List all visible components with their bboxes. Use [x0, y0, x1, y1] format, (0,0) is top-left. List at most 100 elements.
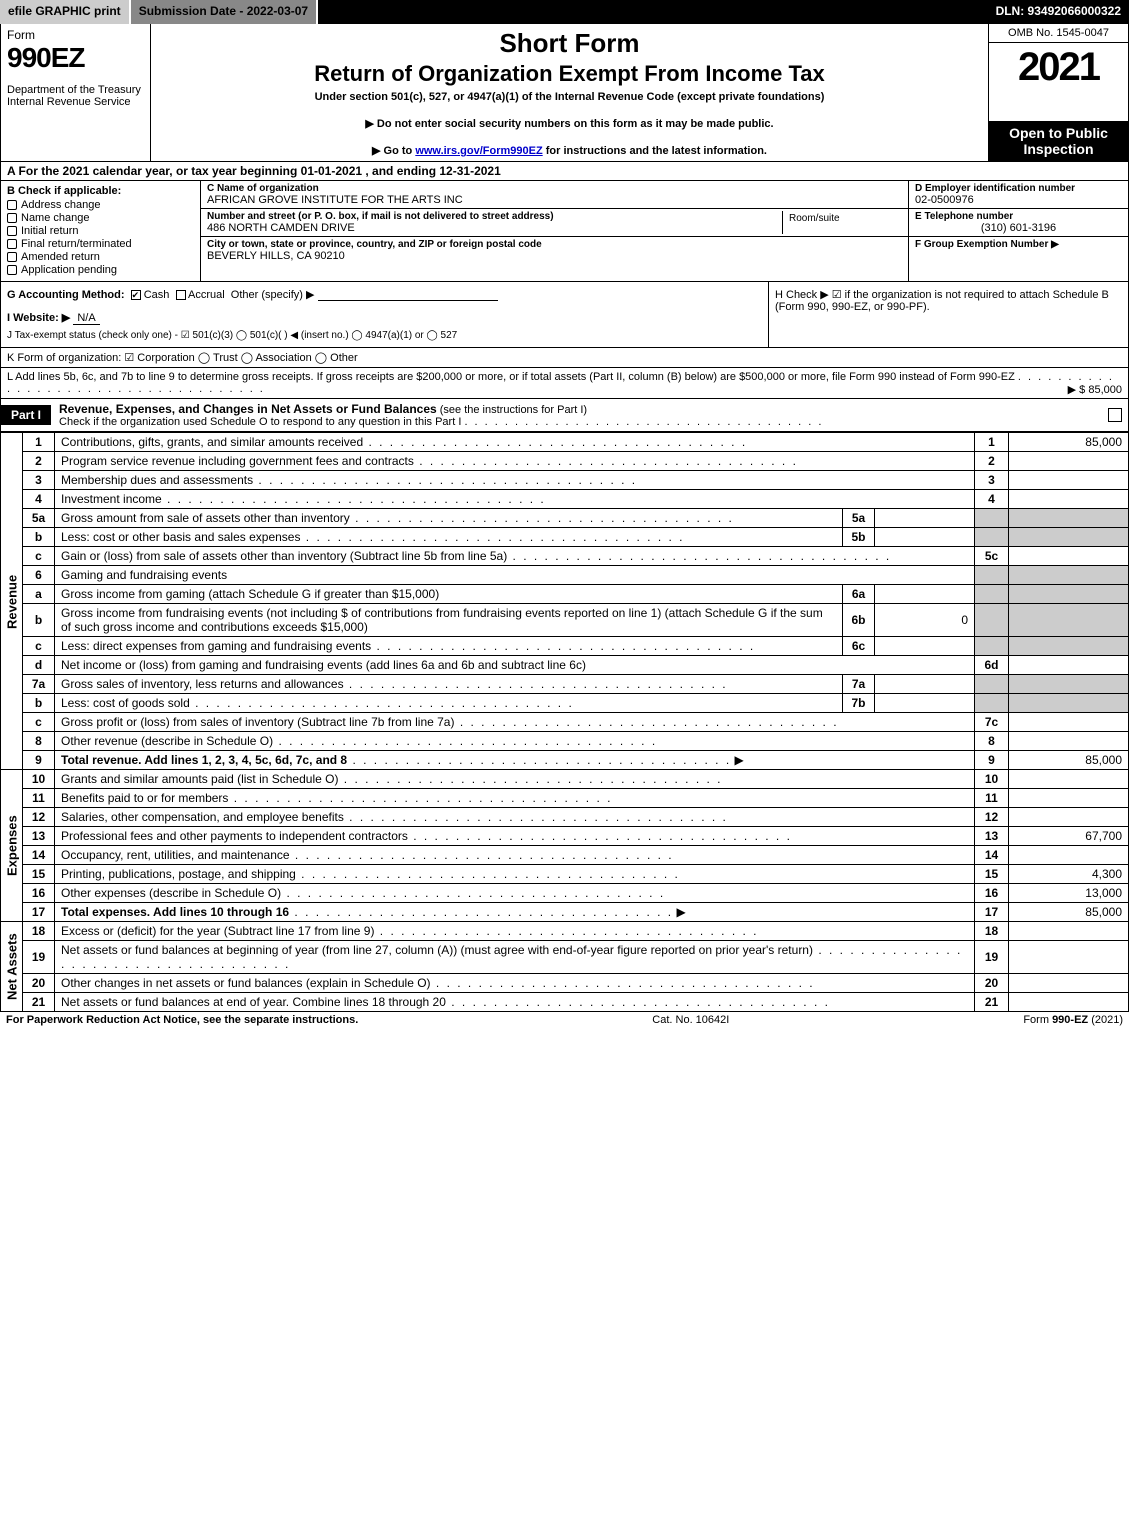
city-value: BEVERLY HILLS, CA 90210 — [207, 250, 902, 262]
line-right-num: 3 — [975, 471, 1009, 490]
line-num: 15 — [23, 865, 55, 884]
line-desc: Gross sales of inventory, less returns a… — [55, 675, 843, 694]
sub-amount — [875, 694, 975, 713]
org-name-cell: C Name of organization AFRICAN GROVE INS… — [201, 181, 908, 209]
line-desc: Gain or (loss) from sale of assets other… — [55, 547, 975, 566]
chk-cash[interactable] — [131, 290, 141, 300]
sub-num: 6a — [843, 585, 875, 604]
row-l: L Add lines 5b, 6c, and 7b to line 9 to … — [0, 368, 1129, 399]
section-def: D Employer identification number 02-0500… — [908, 181, 1128, 281]
line-amount: 85,000 — [1009, 751, 1129, 770]
irs-link[interactable]: www.irs.gov/Form990EZ — [415, 145, 542, 157]
line-amount — [1009, 452, 1129, 471]
line-num: 12 — [23, 808, 55, 827]
note-goto-pre: ▶ Go to — [372, 145, 415, 157]
line-right-num: 10 — [975, 770, 1009, 789]
line-num: 14 — [23, 846, 55, 865]
section-b-header: B Check if applicable: — [7, 185, 194, 197]
dots-icon — [464, 416, 823, 428]
line-num: b — [23, 604, 55, 637]
line-right-num: 5c — [975, 547, 1009, 566]
line-amount: 67,700 — [1009, 827, 1129, 846]
line-right-num: 20 — [975, 974, 1009, 993]
line-desc: Grants and similar amounts paid (list in… — [55, 770, 975, 789]
shaded-cell — [975, 566, 1009, 585]
chk-initial-return[interactable]: Initial return — [7, 225, 194, 237]
line-desc: Less: direct expenses from gaming and fu… — [55, 637, 843, 656]
line-num: 9 — [23, 751, 55, 770]
dln-label: DLN: 93492066000322 — [988, 0, 1129, 24]
part-1-header: Part I Revenue, Expenses, and Changes in… — [0, 399, 1129, 432]
line-desc: Professional fees and other payments to … — [55, 827, 975, 846]
line-num: 19 — [23, 941, 55, 974]
expenses-section-label: Expenses — [1, 770, 23, 922]
line-num: 21 — [23, 993, 55, 1012]
row-h: H Check ▶ ☑ if the organization is not r… — [768, 282, 1128, 347]
line-desc: Contributions, gifts, grants, and simila… — [55, 433, 975, 452]
part-1-check-line: Check if the organization used Schedule … — [59, 416, 461, 428]
line-amount — [1009, 941, 1129, 974]
other-label: Other (specify) ▶ — [231, 289, 315, 301]
top-bar: efile GRAPHIC print Submission Date - 20… — [0, 0, 1129, 24]
line-amount — [1009, 732, 1129, 751]
department-label: Department of the Treasury Internal Reve… — [7, 84, 144, 108]
page-footer: For Paperwork Reduction Act Notice, see … — [0, 1012, 1129, 1028]
form-header: Form 990EZ Department of the Treasury In… — [0, 24, 1129, 162]
chk-label: Address change — [21, 199, 101, 211]
line-desc: Gross income from gaming (attach Schedul… — [55, 585, 843, 604]
shaded-cell — [1009, 694, 1129, 713]
part-1-tag: Part I — [1, 405, 51, 425]
row-g: G Accounting Method: Cash Accrual Other … — [1, 282, 768, 347]
section-b: B Check if applicable: Address change Na… — [1, 181, 201, 281]
ein-cell: D Employer identification number 02-0500… — [909, 181, 1128, 209]
chk-amended-return[interactable]: Amended return — [7, 251, 194, 263]
line-amount — [1009, 846, 1129, 865]
street-value: 486 NORTH CAMDEN DRIVE — [207, 222, 782, 234]
line-amount — [1009, 713, 1129, 732]
line-right-num: 4 — [975, 490, 1009, 509]
line-right-num: 2 — [975, 452, 1009, 471]
line-desc: Benefits paid to or for members — [55, 789, 975, 808]
line-num: c — [23, 637, 55, 656]
line-num: 13 — [23, 827, 55, 846]
line-right-num: 21 — [975, 993, 1009, 1012]
topbar-spacer — [318, 0, 987, 24]
line-num: 11 — [23, 789, 55, 808]
row-l-text: L Add lines 5b, 6c, and 7b to line 9 to … — [7, 371, 1015, 383]
shaded-cell — [1009, 675, 1129, 694]
shaded-cell — [975, 528, 1009, 547]
line-num: 5a — [23, 509, 55, 528]
sub-num: 7a — [843, 675, 875, 694]
line-desc: Program service revenue including govern… — [55, 452, 975, 471]
line-amount: 4,300 — [1009, 865, 1129, 884]
note-goto-post: for instructions and the latest informat… — [543, 145, 767, 157]
phone-cell: E Telephone number (310) 601-3196 — [909, 209, 1128, 237]
checkbox-icon — [7, 239, 17, 249]
chk-name-change[interactable]: Name change — [7, 212, 194, 224]
checkbox-icon — [7, 265, 17, 275]
part-1-checkbox[interactable] — [1108, 408, 1122, 422]
line-desc: Printing, publications, postage, and shi… — [55, 865, 975, 884]
line-desc: Occupancy, rent, utilities, and maintena… — [55, 846, 975, 865]
chk-application-pending[interactable]: Application pending — [7, 264, 194, 276]
return-title: Return of Organization Exempt From Incom… — [159, 61, 980, 87]
under-section-text: Under section 501(c), 527, or 4947(a)(1)… — [159, 91, 980, 103]
line-right-num: 16 — [975, 884, 1009, 903]
chk-final-return[interactable]: Final return/terminated — [7, 238, 194, 250]
accrual-label: Accrual — [188, 289, 225, 301]
chk-address-change[interactable]: Address change — [7, 199, 194, 211]
line-num: c — [23, 547, 55, 566]
line-desc: Net assets or fund balances at beginning… — [55, 941, 975, 974]
chk-label: Application pending — [21, 264, 117, 276]
city-cell: City or town, state or province, country… — [201, 237, 908, 264]
row-l-amount: ▶ $ 85,000 — [1068, 383, 1122, 396]
footer-right: Form 990-EZ (2021) — [1023, 1014, 1123, 1026]
chk-accrual[interactable] — [176, 290, 186, 300]
org-info-block: B Check if applicable: Address change Na… — [0, 181, 1129, 282]
form-word: Form — [7, 28, 144, 42]
line-desc: Other revenue (describe in Schedule O) — [55, 732, 975, 751]
row-k: K Form of organization: ☑ Corporation ◯ … — [0, 348, 1129, 368]
efile-print-label[interactable]: efile GRAPHIC print — [0, 0, 131, 24]
footer-left: For Paperwork Reduction Act Notice, see … — [6, 1014, 358, 1026]
line-right-num: 1 — [975, 433, 1009, 452]
